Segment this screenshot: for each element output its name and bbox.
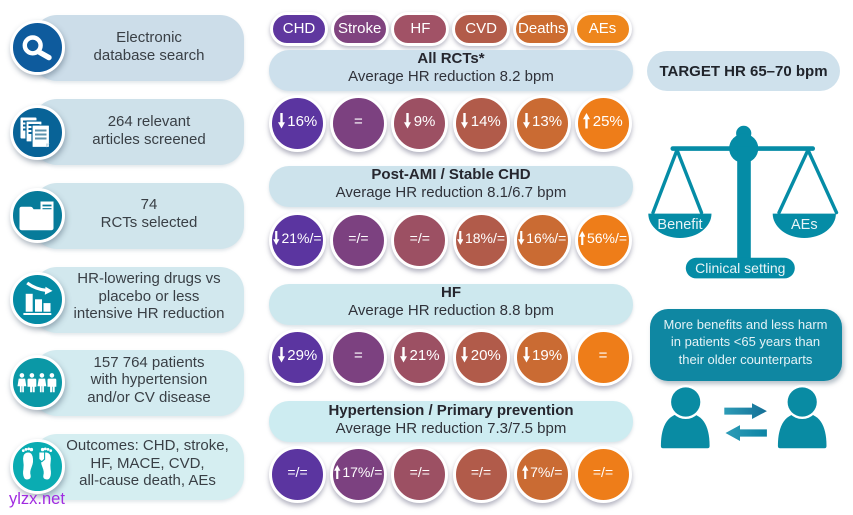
svg-text:Benefit: Benefit [657,217,702,233]
svg-text:AEs: AEs [791,217,818,233]
svg-text:Clinical setting: Clinical setting [695,260,785,276]
